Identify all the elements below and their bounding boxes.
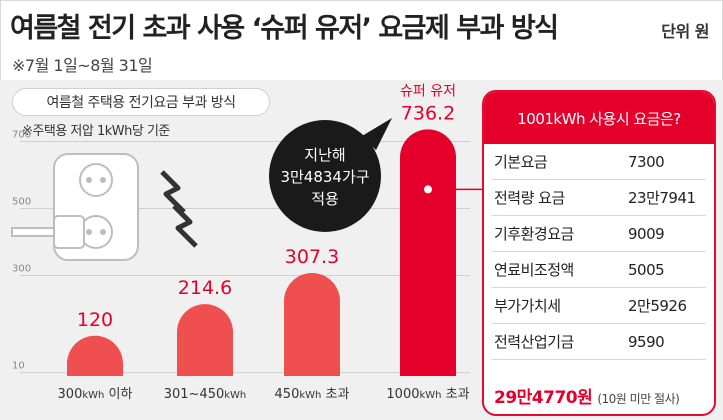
- x-tick-prefix: 300: [58, 387, 83, 402]
- x-tick-unit: kWh: [299, 390, 321, 401]
- cost-row-label: 연료비조정액: [494, 261, 574, 279]
- total-amount: 29만4770원: [494, 388, 593, 408]
- cost-rows: 기본요금 7300 전력량 요금 23만7941 기후환경요금 9009 연료비조정액 500…: [484, 144, 714, 360]
- x-tick-suffix: 초과: [321, 387, 349, 402]
- x-tick-label: 300kWh 이하: [58, 387, 133, 402]
- chart-title-pill: 여름철 주택용 전기요금 부과 방식: [12, 88, 270, 116]
- x-tick-prefix: 301~450: [164, 387, 225, 402]
- cost-row: 부가가치세 2만5926: [492, 288, 706, 324]
- y-tick-labels: 10 300 500 700: [12, 130, 31, 372]
- y-tick-label: 300: [12, 264, 31, 275]
- value-label: 120: [77, 309, 113, 331]
- value-labels: 120 214.6 307.3 슈퍼 유저 736.2: [77, 83, 456, 330]
- cost-row: 전력산업기금 9590: [492, 324, 706, 360]
- cost-row: 기후환경요금 9009: [492, 216, 706, 252]
- total-note: (10원 미만 절사): [597, 392, 680, 406]
- cost-row: 전력량 요금 23만7941: [492, 180, 706, 216]
- x-tick-unit: kWh: [82, 390, 104, 401]
- cost-row-label: 부가가치세: [494, 297, 561, 315]
- chart-title: 여름철 주택용 전기요금 부과 방식: [46, 95, 236, 111]
- cost-row-value: 2만5926: [628, 297, 687, 315]
- x-tick-prefix: 450: [275, 387, 300, 402]
- bar: [177, 304, 234, 376]
- x-tick-suffix: 초과: [442, 387, 470, 402]
- x-tick-labels: 300kWh 이하 301~450kWh 450kWh 초과 1000kWh 초과: [58, 387, 470, 402]
- bar: [284, 273, 340, 376]
- cost-row-value: 5005: [628, 260, 665, 279]
- cost-row: 연료비조정액 5005: [492, 252, 706, 288]
- x-tick-prefix: 1000: [386, 387, 419, 402]
- y-tick-label: 10: [12, 361, 25, 372]
- bars: [67, 129, 484, 376]
- callout-line-2: 3만4834가구: [280, 168, 369, 186]
- cost-row-label: 전력산업기금: [494, 333, 574, 351]
- outlet-plug-icon: [11, 153, 198, 261]
- callout-bubble: 지난해 3만4834가구 적용: [269, 118, 392, 232]
- basis-note: ※주택용 저압 1kWh당 기준: [22, 124, 170, 139]
- x-tick-unit: kWh: [224, 390, 246, 401]
- highlight-label: 슈퍼 유저: [400, 83, 456, 99]
- cost-row-value: 23만7941: [628, 189, 696, 207]
- y-tick-label: 700: [12, 130, 31, 141]
- cost-card-title: 1001kWh 사용시 요금은?: [484, 92, 714, 144]
- cost-row-label: 기후환경요금: [494, 225, 574, 243]
- x-tick-unit: kWh: [420, 390, 442, 401]
- value-label: 307.3: [285, 246, 339, 268]
- cost-row-value: 7300: [628, 152, 665, 171]
- cost-row-label: 기본요금: [494, 153, 548, 171]
- x-tick-label: 1000kWh 초과: [386, 387, 469, 402]
- unit-label: 단위 원: [661, 22, 709, 41]
- cost-row-label: 전력량 요금: [494, 189, 565, 207]
- cost-card: 1001kWh 사용시 요금은? 기본요금 7300 전력량 요금 23만7941 기후…: [482, 90, 716, 416]
- x-tick-suffix: 이하: [104, 387, 132, 402]
- cost-row-value: 9009: [628, 224, 665, 243]
- x-tick-label: 450kWh 초과: [275, 387, 350, 402]
- bar-marker: [424, 185, 432, 194]
- cost-total: 29만4770원 (10원 미만 절사): [494, 383, 680, 408]
- x-tick-label: 301~450kWh: [164, 387, 247, 402]
- bar: [400, 129, 456, 376]
- callout-line-1: 지난해: [304, 146, 345, 164]
- page-title: 여름철 전기 초과 사용 ‘슈퍼 유저’ 요금제 부과 방식: [10, 13, 559, 44]
- value-label: 214.6: [178, 277, 232, 299]
- callout-line-3: 적용: [311, 190, 339, 208]
- bar: [67, 335, 124, 376]
- cost-row: 기본요금 7300: [492, 144, 706, 180]
- y-tick-label: 500: [12, 197, 31, 208]
- value-label: 736.2: [401, 102, 455, 124]
- cost-row-value: 9590: [628, 332, 665, 351]
- period-note: ※7월 1일~8월 31일: [12, 56, 153, 75]
